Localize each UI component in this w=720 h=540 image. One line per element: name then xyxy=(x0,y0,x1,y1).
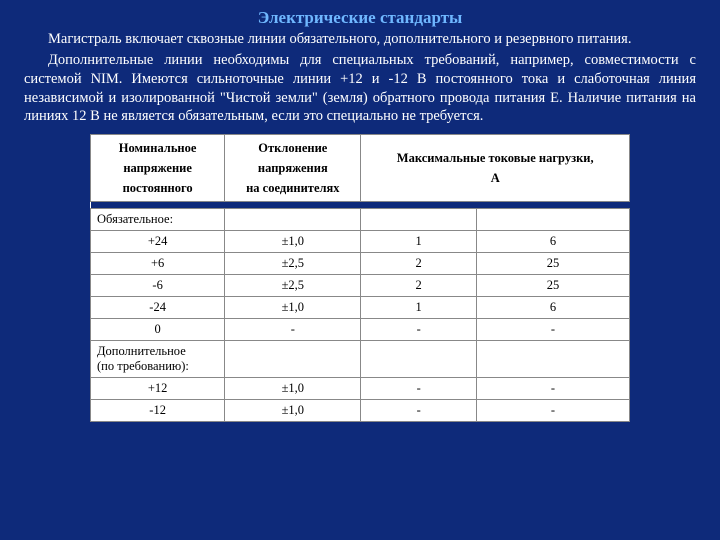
paragraph-2: Дополнительные линии необходимы для спец… xyxy=(24,51,696,126)
table-spacer xyxy=(91,202,630,209)
cell-empty xyxy=(361,341,477,378)
cell-empty xyxy=(225,341,361,378)
slide-title: Электрические стандарты xyxy=(24,8,696,28)
cell-tolerance: - xyxy=(225,319,361,341)
header-text: напряжение xyxy=(123,161,192,175)
cell-current-2: 25 xyxy=(476,275,629,297)
header-text: на соединителях xyxy=(246,181,339,195)
cell-voltage: -24 xyxy=(91,297,225,319)
table-container: Номинальное напряжение постоянного Откло… xyxy=(90,134,630,422)
table-header-row: Номинальное напряжение постоянного Откло… xyxy=(91,135,630,202)
cell-tolerance: ±2,5 xyxy=(225,275,361,297)
header-nominal-voltage: Номинальное напряжение постоянного xyxy=(91,135,225,202)
table-row: -24 ±1,0 1 6 xyxy=(91,297,630,319)
section-text: (по требованию): xyxy=(97,359,189,373)
cell-voltage: -12 xyxy=(91,400,225,422)
cell-tolerance: ±2,5 xyxy=(225,253,361,275)
header-max-current: Максимальные токовые нагрузки, А xyxy=(361,135,630,202)
cell-voltage: +6 xyxy=(91,253,225,275)
cell-tolerance: ±1,0 xyxy=(225,297,361,319)
cell-voltage: 0 xyxy=(91,319,225,341)
cell-current-1: - xyxy=(361,378,477,400)
cell-current-2: 6 xyxy=(476,231,629,253)
section-text: Дополнительное xyxy=(97,344,186,358)
cell-empty xyxy=(476,341,629,378)
cell-voltage: +24 xyxy=(91,231,225,253)
header-text: Максимальные токовые нагрузки, xyxy=(397,151,594,165)
cell-empty xyxy=(361,209,477,231)
section-additional: Дополнительное (по требованию): xyxy=(91,341,225,378)
cell-current-1: 1 xyxy=(361,231,477,253)
table-section-row: Обязательное: xyxy=(91,209,630,231)
table-row: +12 ±1,0 - - xyxy=(91,378,630,400)
header-text: напряжения xyxy=(258,161,328,175)
cell-current-1: - xyxy=(361,319,477,341)
table-row: 0 - - - xyxy=(91,319,630,341)
cell-empty xyxy=(476,209,629,231)
header-text: Номинальное xyxy=(119,141,197,155)
cell-current-1: 2 xyxy=(361,253,477,275)
cell-tolerance: ±1,0 xyxy=(225,231,361,253)
cell-current-2: 25 xyxy=(476,253,629,275)
cell-empty xyxy=(225,209,361,231)
header-text: А xyxy=(491,171,500,185)
cell-voltage: +12 xyxy=(91,378,225,400)
cell-tolerance: ±1,0 xyxy=(225,400,361,422)
table-row: +24 ±1,0 1 6 xyxy=(91,231,630,253)
cell-current-1: 2 xyxy=(361,275,477,297)
section-mandatory: Обязательное: xyxy=(91,209,225,231)
standards-table: Номинальное напряжение постоянного Откло… xyxy=(90,134,630,422)
header-text: постоянного xyxy=(123,181,193,195)
paragraph-1: Магистраль включает сквозные линии обяза… xyxy=(24,30,696,49)
table-row: +6 ±2,5 2 25 xyxy=(91,253,630,275)
header-text: Отклонение xyxy=(258,141,327,155)
header-voltage-tolerance: Отклонение напряжения на соединителях xyxy=(225,135,361,202)
cell-current-1: 1 xyxy=(361,297,477,319)
table-row: -12 ±1,0 - - xyxy=(91,400,630,422)
slide-page: Электрические стандарты Магистраль включ… xyxy=(0,0,720,422)
cell-current-2: - xyxy=(476,319,629,341)
table-section-row: Дополнительное (по требованию): xyxy=(91,341,630,378)
table-row: -6 ±2,5 2 25 xyxy=(91,275,630,297)
cell-current-2: 6 xyxy=(476,297,629,319)
cell-current-2: - xyxy=(476,400,629,422)
cell-current-2: - xyxy=(476,378,629,400)
cell-current-1: - xyxy=(361,400,477,422)
cell-tolerance: ±1,0 xyxy=(225,378,361,400)
cell-voltage: -6 xyxy=(91,275,225,297)
